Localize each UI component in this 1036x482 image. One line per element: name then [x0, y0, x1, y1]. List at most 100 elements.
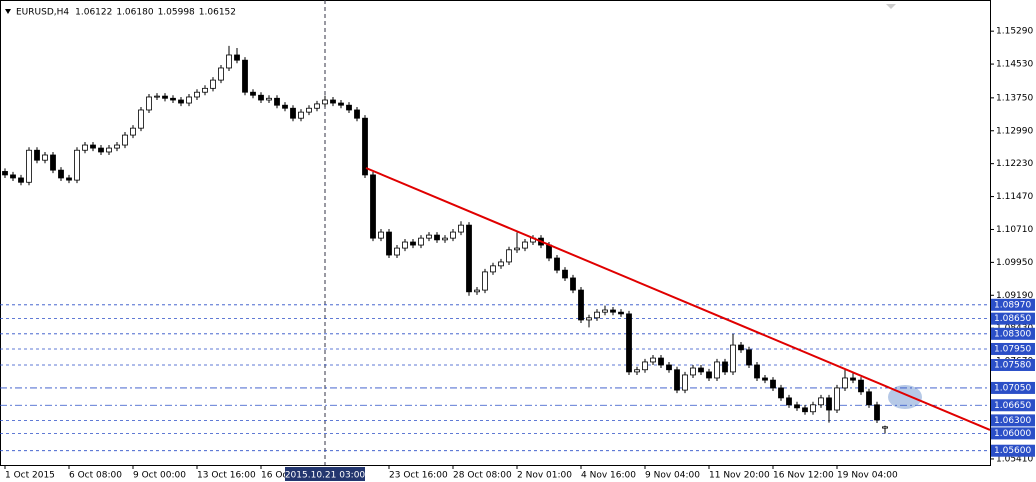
- candle-body: [234, 54, 240, 61]
- candle-body: [74, 149, 80, 181]
- candle-body: [330, 99, 336, 104]
- candle-body: [794, 404, 800, 409]
- candle-body: [354, 109, 360, 119]
- candle-body: [258, 94, 264, 101]
- candle-body: [18, 177, 24, 183]
- candle-body: [626, 313, 632, 373]
- candle-body: [242, 59, 248, 93]
- candle-body: [690, 367, 696, 376]
- header-value: 1.06180: [116, 8, 153, 18]
- candle-body: [90, 144, 96, 149]
- candle-body: [786, 397, 792, 406]
- level-label: 1.06650: [994, 401, 1031, 411]
- candle-body: [178, 99, 184, 104]
- candle-body: [58, 169, 64, 179]
- candle-body: [466, 224, 472, 293]
- level-label-box: [991, 399, 1035, 412]
- candle-body: [426, 234, 432, 239]
- candle-body: [274, 97, 280, 106]
- candle-body: [858, 379, 864, 393]
- level-label-box: [991, 427, 1035, 440]
- candle-body: [522, 241, 528, 249]
- level-label: 1.05600: [994, 446, 1031, 456]
- candle-body: [714, 361, 720, 379]
- candle-body: [754, 364, 760, 379]
- candle-body: [650, 357, 656, 363]
- candle-body: [226, 54, 232, 69]
- candle-body: [850, 377, 856, 381]
- candle-body: [66, 177, 72, 181]
- y-tick-label: 1.11470: [996, 192, 1033, 202]
- candle-body: [394, 247, 400, 256]
- scroll-marker: [886, 4, 896, 9]
- candle-body: [442, 237, 448, 241]
- candle-body: [314, 103, 320, 109]
- x-tick-label: 16 Nov 12:00: [773, 471, 834, 481]
- candle-body: [2, 171, 8, 176]
- candle-body: [450, 231, 456, 239]
- candle-body: [586, 317, 592, 321]
- x-tick-label: 23 Oct 16:00: [389, 471, 448, 481]
- plot-frame: [0, 0, 991, 466]
- x-tick-label: 9 Oct 00:00: [133, 471, 186, 481]
- candle-body: [570, 277, 576, 291]
- candle-body: [658, 357, 664, 366]
- x-tick-label: 4 Nov 16:00: [581, 471, 636, 481]
- candle-body: [706, 371, 712, 379]
- y-tick-label: 1.09950: [996, 258, 1033, 268]
- level-label: 1.08300: [994, 329, 1031, 339]
- candle-body: [410, 241, 416, 246]
- candle-body: [578, 289, 584, 321]
- level-label-box: [991, 444, 1035, 457]
- candle-body: [474, 289, 480, 293]
- candle-body: [82, 144, 88, 151]
- candle-body: [546, 244, 552, 259]
- candle-body: [418, 237, 424, 246]
- x-tick-label: 1 Oct 2015: [5, 471, 55, 481]
- level-label: 1.08650: [994, 314, 1031, 324]
- candle-body: [554, 257, 560, 271]
- candle-body: [250, 91, 256, 96]
- candle-body: [282, 104, 288, 109]
- candle-body: [346, 104, 352, 111]
- crosshair-label-box: [285, 467, 365, 481]
- candle-body: [818, 397, 824, 406]
- y-tick-label: 1.12230: [996, 159, 1033, 169]
- level-label: 1.06000: [994, 429, 1031, 439]
- level-label-box: [991, 342, 1035, 355]
- candle-body: [298, 111, 304, 119]
- level-label: 1.07950: [994, 344, 1031, 354]
- level-label: 1.07050: [994, 383, 1031, 393]
- x-tick-label: 2 Nov 01:00: [517, 471, 572, 481]
- candle-body: [498, 261, 504, 267]
- candle-body: [882, 426, 888, 429]
- level-label: 1.07580: [994, 360, 1031, 370]
- y-tick-label: 1.10710: [996, 225, 1033, 235]
- x-tick-label: 13 Oct 16:00: [197, 471, 256, 481]
- candle-body: [874, 404, 880, 421]
- candle-body: [642, 361, 648, 371]
- candle-body: [762, 377, 768, 381]
- menu-arrow[interactable]: [5, 9, 11, 14]
- candle-body: [482, 271, 488, 291]
- candle-body: [194, 91, 200, 98]
- x-tick-label: 9 Nov 04:00: [645, 471, 700, 481]
- candle-body: [506, 249, 512, 263]
- x-tick-label: 16 Oct: [261, 471, 291, 481]
- candle-body: [402, 241, 408, 249]
- candle-body: [842, 377, 848, 389]
- candle-body: [722, 361, 728, 373]
- x-tick-label: 19 Nov 04:00: [837, 471, 898, 481]
- candle-body: [290, 107, 296, 119]
- candle-body: [746, 349, 752, 366]
- candle-body: [682, 374, 688, 391]
- candle-body: [490, 265, 496, 273]
- candle-body: [610, 309, 616, 313]
- level-label-box: [991, 298, 1035, 311]
- candle-body: [514, 247, 520, 251]
- candle-body: [770, 379, 776, 389]
- candle-body: [322, 99, 328, 105]
- candle-body: [186, 96, 192, 104]
